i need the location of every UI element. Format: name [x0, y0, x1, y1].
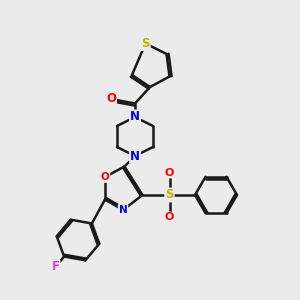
Text: N: N — [118, 205, 127, 215]
Text: N: N — [130, 149, 140, 163]
Text: O: O — [165, 167, 174, 178]
Text: S: S — [141, 37, 150, 50]
Text: O: O — [165, 212, 174, 223]
Text: S: S — [165, 188, 174, 202]
Text: N: N — [130, 110, 140, 124]
Text: O: O — [100, 172, 109, 182]
Text: F: F — [51, 260, 59, 273]
Text: O: O — [106, 92, 116, 106]
